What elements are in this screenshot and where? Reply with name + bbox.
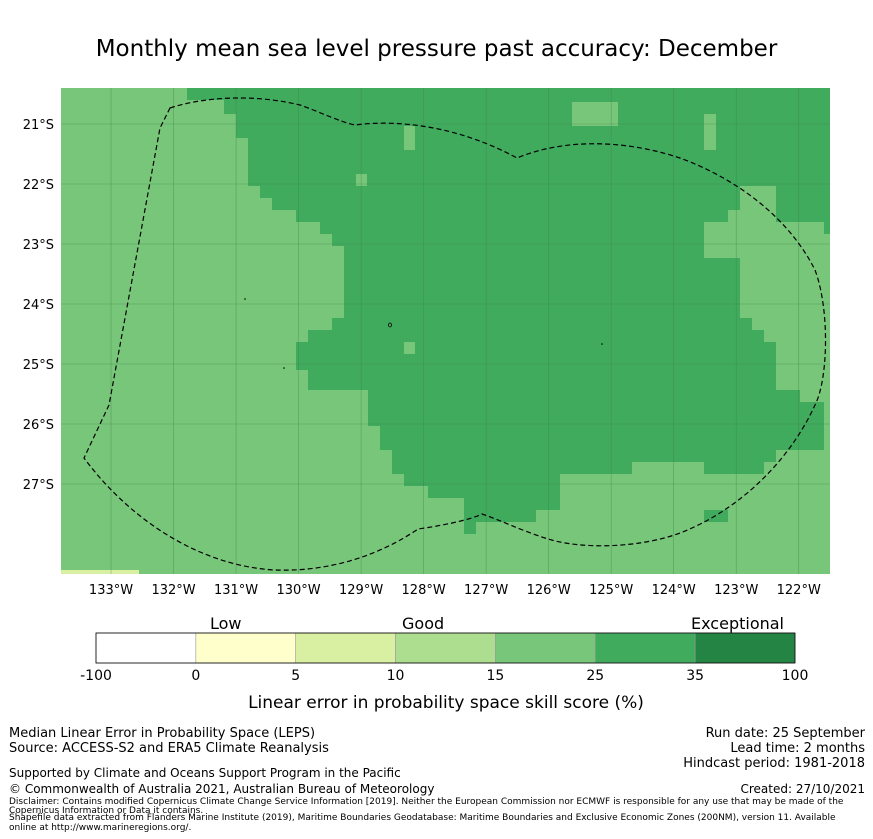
colorbar-tick-label: 0 — [191, 668, 201, 684]
colorbar-segment — [95, 632, 197, 664]
lon-tick-label: 132°W — [151, 583, 195, 598]
island — [244, 298, 246, 300]
colorbar-segment — [295, 632, 396, 664]
dark-patch — [704, 510, 728, 522]
colorbar-tick-label: 10 — [386, 668, 405, 684]
colorbar-segment — [495, 632, 596, 664]
colorbar-segment — [594, 632, 696, 664]
lat-tick-label: 25°S — [23, 358, 54, 373]
eez-boundary — [83, 97, 827, 571]
lat-tick-label: 21°S — [23, 118, 54, 133]
colorbar-segment — [195, 632, 297, 664]
high-skill-region — [187, 88, 830, 534]
colorbar-title: Linear error in probability space skill … — [248, 693, 644, 713]
colorbar-tick-label: 35 — [686, 668, 705, 684]
lon-tick-label: 128°W — [402, 583, 446, 598]
light-strip — [61, 570, 139, 574]
footer-source: Source: ACCESS-S2 and ERA5 Climate Reana… — [9, 741, 329, 756]
lon-tick-label: 129°W — [339, 583, 383, 598]
legend-good: Good — [402, 614, 445, 633]
footer-run-date: Run date: 25 September — [705, 726, 865, 741]
footer-disclaimer-1: Disclaimer: Contains modified Copernicus… — [9, 797, 844, 807]
footer-created: Created: 27/10/2021 — [740, 782, 865, 796]
chart-title: Monthly mean sea level pressure past acc… — [95, 36, 778, 62]
legend-exceptional: Exceptional — [691, 614, 784, 633]
lon-tick-label: 123°W — [714, 583, 758, 598]
legend-low: Low — [210, 614, 242, 633]
footer-shapefile-1: Shapefile data extracted from Flanders M… — [9, 813, 836, 823]
lat-tick-label: 24°S — [23, 298, 54, 313]
lon-tick-label: 125°W — [589, 583, 633, 598]
lon-tick-label: 131°W — [214, 583, 258, 598]
colorbar-segment — [694, 632, 796, 664]
longitude-labels: 133°W 132°W 131°W 130°W 129°W 128°W 127°W 126°W… — [89, 583, 821, 598]
footer-lead-time: Lead time: 2 months — [730, 741, 865, 756]
island — [283, 367, 285, 369]
footer-hindcast: Hindcast period: 1981-2018 — [683, 756, 865, 771]
light-patch — [704, 114, 716, 150]
colorbar-tick-label: 25 — [586, 668, 605, 684]
island — [388, 322, 392, 328]
light-patch — [356, 174, 367, 186]
lat-tick-label: 23°S — [23, 238, 54, 253]
lon-tick-label: 133°W — [89, 583, 133, 598]
footer-shapefile-2: online at http://www.marineregions.org/. — [9, 823, 192, 833]
footer-leps: Median Linear Error in Probability Space… — [9, 726, 316, 741]
colorbar-tick-label: 15 — [486, 668, 505, 684]
lon-tick-label: 126°W — [527, 583, 571, 598]
lon-tick-label: 127°W — [464, 583, 508, 598]
footer-copyright: © Commonwealth of Australia 2021, Austra… — [9, 782, 435, 796]
lon-tick-label: 124°W — [652, 583, 696, 598]
colorbar-frame — [95, 632, 796, 664]
light-patch — [404, 126, 415, 150]
lon-tick-label: 122°W — [777, 583, 821, 598]
colorbar — [95, 632, 796, 664]
island — [601, 343, 603, 345]
colorbar-segment — [395, 632, 496, 664]
graticule — [61, 88, 830, 574]
lat-tick-label: 26°S — [23, 418, 54, 433]
colorbar-tick-label: 100 — [781, 668, 809, 684]
light-patch — [404, 342, 415, 354]
colorbar-tick-label: 5 — [291, 668, 301, 684]
footer-support: Supported by Climate and Oceans Support … — [9, 766, 401, 780]
light-patch — [572, 102, 618, 126]
latitude-labels: 21°S 22°S 23°S 24°S 25°S 26°S 27°S — [23, 118, 54, 493]
lon-tick-label: 130°W — [276, 583, 320, 598]
colorbar-tick-label: -100 — [80, 668, 112, 684]
lat-tick-label: 27°S — [23, 478, 54, 493]
footer-disclaimer-2: Copernicus Information or Data it contai… — [9, 806, 204, 816]
lat-tick-label: 22°S — [23, 178, 54, 193]
